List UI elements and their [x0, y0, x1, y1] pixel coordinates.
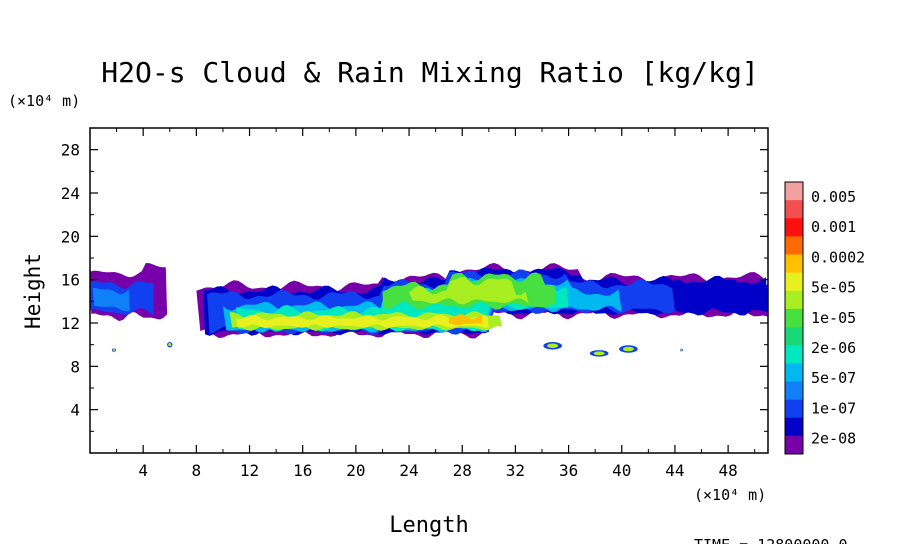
colorbar-swatch — [785, 327, 803, 346]
colorbar-swatch — [785, 218, 803, 237]
colorbar-label: 5e-05 — [811, 279, 856, 297]
colorbar-label: 2e-08 — [811, 430, 856, 448]
colorbar-swatch — [785, 308, 803, 328]
colorbar-label: 0.001 — [811, 218, 856, 236]
x-tick-label: 28 — [453, 461, 472, 480]
cloud-blob-core — [593, 351, 605, 356]
cloud-blob-core — [168, 343, 172, 347]
x-tick-label: 32 — [506, 461, 525, 480]
cloud-region — [409, 277, 529, 305]
x-tick-label: 40 — [612, 461, 631, 480]
cloud-region — [236, 314, 489, 329]
cloud-region — [674, 278, 768, 313]
x-tick-label: 20 — [346, 461, 365, 480]
colorbar: 0.005 0.001 0.0002 5e-05 1e-05 2e-06 5e-07 1e-0… — [784, 181, 865, 455]
colorbar-swatch — [785, 236, 803, 255]
colorbar-swatch — [785, 182, 803, 201]
cloud-blob-core — [622, 346, 634, 352]
colorbar-frame — [784, 181, 804, 455]
x-tick-label: 4 — [138, 461, 148, 480]
x-tick-label: 48 — [718, 461, 737, 480]
cloud-region — [92, 287, 130, 312]
colorbar-swatch — [785, 381, 803, 400]
y-tick-label: 8 — [70, 357, 80, 376]
x-axis: 4 8 12 16 20 24 28 32 36 40 44 48 — [116, 128, 756, 480]
colorbar-swatch — [785, 399, 803, 419]
colorbar-swatch — [785, 290, 803, 310]
colorbar-swatch — [785, 254, 803, 273]
cloud-blob-core — [112, 349, 116, 352]
cloud-blob-core — [680, 349, 683, 351]
y-axis: 4 8 12 16 20 24 28 — [61, 141, 768, 432]
y-tick-label: 16 — [61, 271, 80, 290]
y-axis-label: Height — [21, 253, 45, 329]
colorbar-label: 0.005 — [811, 188, 856, 206]
time-label: TIME = 12800000.0 — [694, 536, 848, 544]
colorbar-label: 2e-06 — [811, 339, 856, 357]
colorbar-swatch — [785, 363, 803, 382]
x-tick-label: 24 — [399, 461, 418, 480]
x-tick-label: 36 — [559, 461, 578, 480]
colorbar-label: 0.0002 — [811, 248, 865, 266]
cloud-blob-core — [547, 343, 559, 349]
colorbar-label: 1e-05 — [811, 309, 856, 327]
y-tick-label: 24 — [61, 184, 80, 203]
colorbar-swatch — [785, 200, 803, 219]
plot-frame — [89, 127, 769, 454]
x-tick-label: 44 — [665, 461, 684, 480]
colorbar-label: 1e-07 — [811, 399, 856, 417]
y-tick-label: 28 — [61, 141, 80, 160]
cloud-field — [90, 262, 768, 357]
x-axis-label: Length — [389, 513, 468, 538]
y-tick-label: 20 — [61, 227, 80, 246]
y-unit-label: (×10⁴ m) — [8, 92, 80, 110]
x-tick-label: 12 — [240, 461, 259, 480]
y-tick-label: 4 — [70, 401, 80, 420]
colorbar-swatch — [785, 272, 803, 292]
x-unit-label: (×10⁴ m) — [694, 486, 766, 504]
colorbar-swatch — [785, 435, 803, 455]
cloud-region — [448, 314, 483, 326]
chart-title: H2O-s Cloud & Rain Mixing Ratio [kg/kg] — [101, 56, 758, 89]
x-tick-label: 16 — [293, 461, 312, 480]
colorbar-swatch — [785, 417, 803, 437]
colorbar-label: 5e-07 — [811, 369, 856, 387]
y-tick-label: 12 — [61, 314, 80, 333]
colorbar-swatch — [785, 345, 803, 364]
x-tick-label: 8 — [192, 461, 202, 480]
